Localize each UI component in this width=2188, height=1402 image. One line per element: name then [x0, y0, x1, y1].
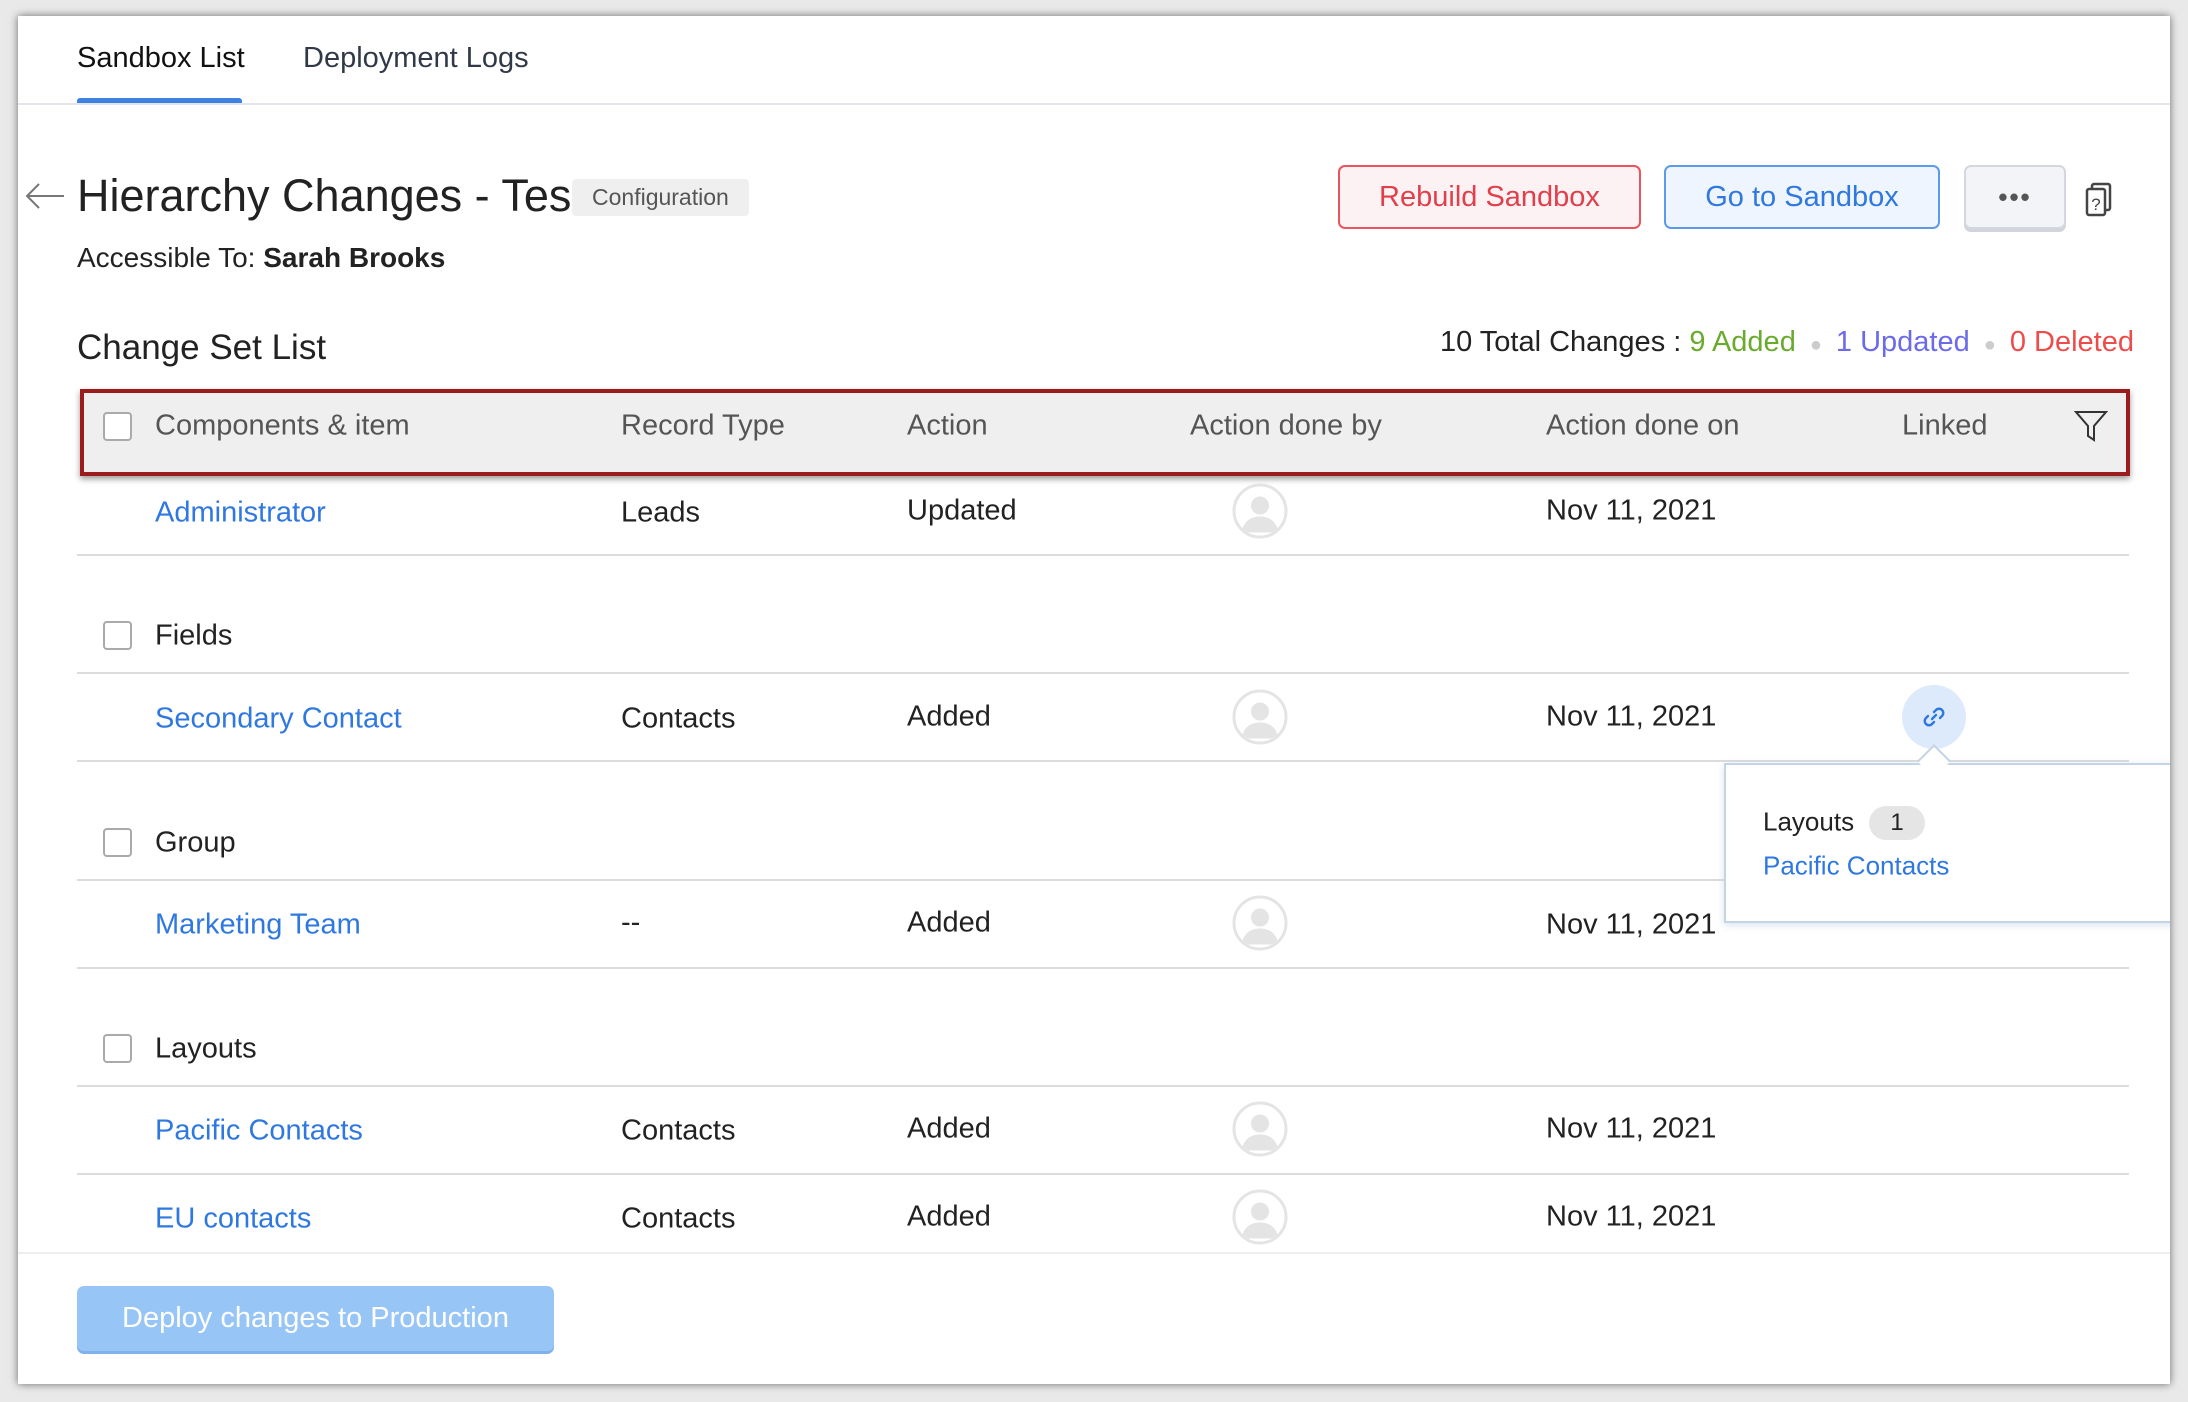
record-type: Contacts	[621, 1114, 736, 1147]
sandbox-detail-panel: Sandbox List Deployment Logs Hierarchy C…	[18, 16, 2170, 1384]
more-options-button[interactable]: •••	[1964, 165, 2066, 229]
column-header-components: Components & item	[155, 409, 410, 442]
select-all-checkbox[interactable]	[103, 412, 132, 441]
row-divider	[77, 1173, 2129, 1175]
row-divider	[77, 672, 2129, 674]
group-checkbox-fields[interactable]	[103, 621, 132, 650]
avatar	[1232, 689, 1288, 745]
linked-items-popover	[1724, 763, 2170, 923]
link-icon	[1923, 707, 1945, 727]
column-header-action-done-by: Action done by	[1190, 409, 1382, 442]
popover-linked-item[interactable]: Pacific Contacts	[1763, 850, 1950, 881]
item-link[interactable]: Administrator	[155, 496, 326, 529]
tab-sandbox-list[interactable]: Sandbox List	[77, 42, 245, 74]
row-divider	[77, 1085, 2129, 1087]
item-link[interactable]: EU contacts	[155, 1202, 312, 1235]
column-header-action-done-on: Action done on	[1546, 409, 1740, 442]
avatar	[1232, 1101, 1288, 1157]
column-header-linked: Linked	[1902, 409, 1988, 442]
group-checkbox-group[interactable]	[103, 828, 132, 857]
accessible-to: Accessible To: Sarah Brooks	[77, 242, 445, 274]
updated-count[interactable]: 1 Updated	[1835, 326, 1970, 358]
svg-text:?: ?	[2091, 195, 2100, 214]
page-title: Hierarchy Changes - Test	[77, 170, 584, 221]
tab-deployment-logs[interactable]: Deployment Logs	[303, 42, 529, 74]
group-label-layouts: Layouts	[155, 1032, 257, 1065]
item-link[interactable]: Secondary Contact	[155, 702, 402, 735]
avatar	[1232, 895, 1288, 951]
rebuild-sandbox-button[interactable]: Rebuild Sandbox	[1338, 165, 1641, 229]
row-divider	[77, 967, 2129, 969]
action: Added	[907, 700, 991, 733]
filter-icon[interactable]	[2073, 409, 2109, 448]
popover-count-badge: 1	[1869, 806, 1925, 840]
help-doc-icon[interactable]: ?	[2084, 182, 2114, 218]
action-date: Nov 11, 2021	[1546, 494, 1717, 527]
row-divider	[77, 554, 2129, 556]
action: Added	[907, 1200, 991, 1233]
action-date: Nov 11, 2021	[1546, 700, 1717, 733]
linked-items-button[interactable]	[1902, 685, 1966, 749]
tab-divider	[18, 103, 2170, 105]
record-type: Contacts	[621, 702, 736, 735]
action: Added	[907, 906, 991, 939]
table-header	[80, 389, 2130, 476]
action-date: Nov 11, 2021	[1546, 1112, 1717, 1145]
row-divider	[77, 760, 2129, 762]
avatar	[1232, 483, 1288, 539]
changes-summary: 10 Total Changes : 9 Added ● 1 Updated ● 0 D…	[1440, 326, 2134, 358]
action: Updated	[907, 494, 1017, 527]
change-set-title: Change Set List	[77, 328, 327, 367]
column-header-record-type: Record Type	[621, 409, 785, 442]
item-link[interactable]: Pacific Contacts	[155, 1114, 363, 1147]
accessible-label: Accessible To:	[77, 242, 256, 273]
go-to-sandbox-button[interactable]: Go to Sandbox	[1664, 165, 1940, 229]
type-badge: Configuration	[572, 179, 749, 216]
back-arrow-icon[interactable]	[24, 181, 66, 216]
avatar	[1232, 1189, 1288, 1245]
action-date: Nov 11, 2021	[1546, 908, 1717, 941]
group-label-fields: Fields	[155, 619, 233, 652]
accessible-user: Sarah Brooks	[263, 242, 446, 273]
group-checkbox-layouts[interactable]	[103, 1034, 132, 1063]
added-count[interactable]: 9 Added	[1689, 326, 1796, 358]
total-changes: 10 Total Changes :	[1440, 326, 1682, 358]
column-header-action: Action	[907, 409, 988, 442]
popover-category-label: Layouts	[1763, 806, 1855, 837]
deploy-to-production-button[interactable]: Deploy changes to Production	[77, 1286, 554, 1351]
record-type: --	[621, 906, 641, 939]
action: Added	[907, 1112, 991, 1145]
action-date: Nov 11, 2021	[1546, 1200, 1717, 1233]
record-type: Contacts	[621, 1202, 736, 1235]
active-tab-indicator	[77, 98, 242, 103]
item-link[interactable]: Marketing Team	[155, 908, 361, 941]
group-label-group: Group	[155, 826, 236, 859]
row-divider	[77, 879, 2129, 881]
deleted-count[interactable]: 0 Deleted	[2009, 326, 2134, 358]
record-type: Leads	[621, 496, 701, 529]
footer-divider	[18, 1252, 2170, 1254]
